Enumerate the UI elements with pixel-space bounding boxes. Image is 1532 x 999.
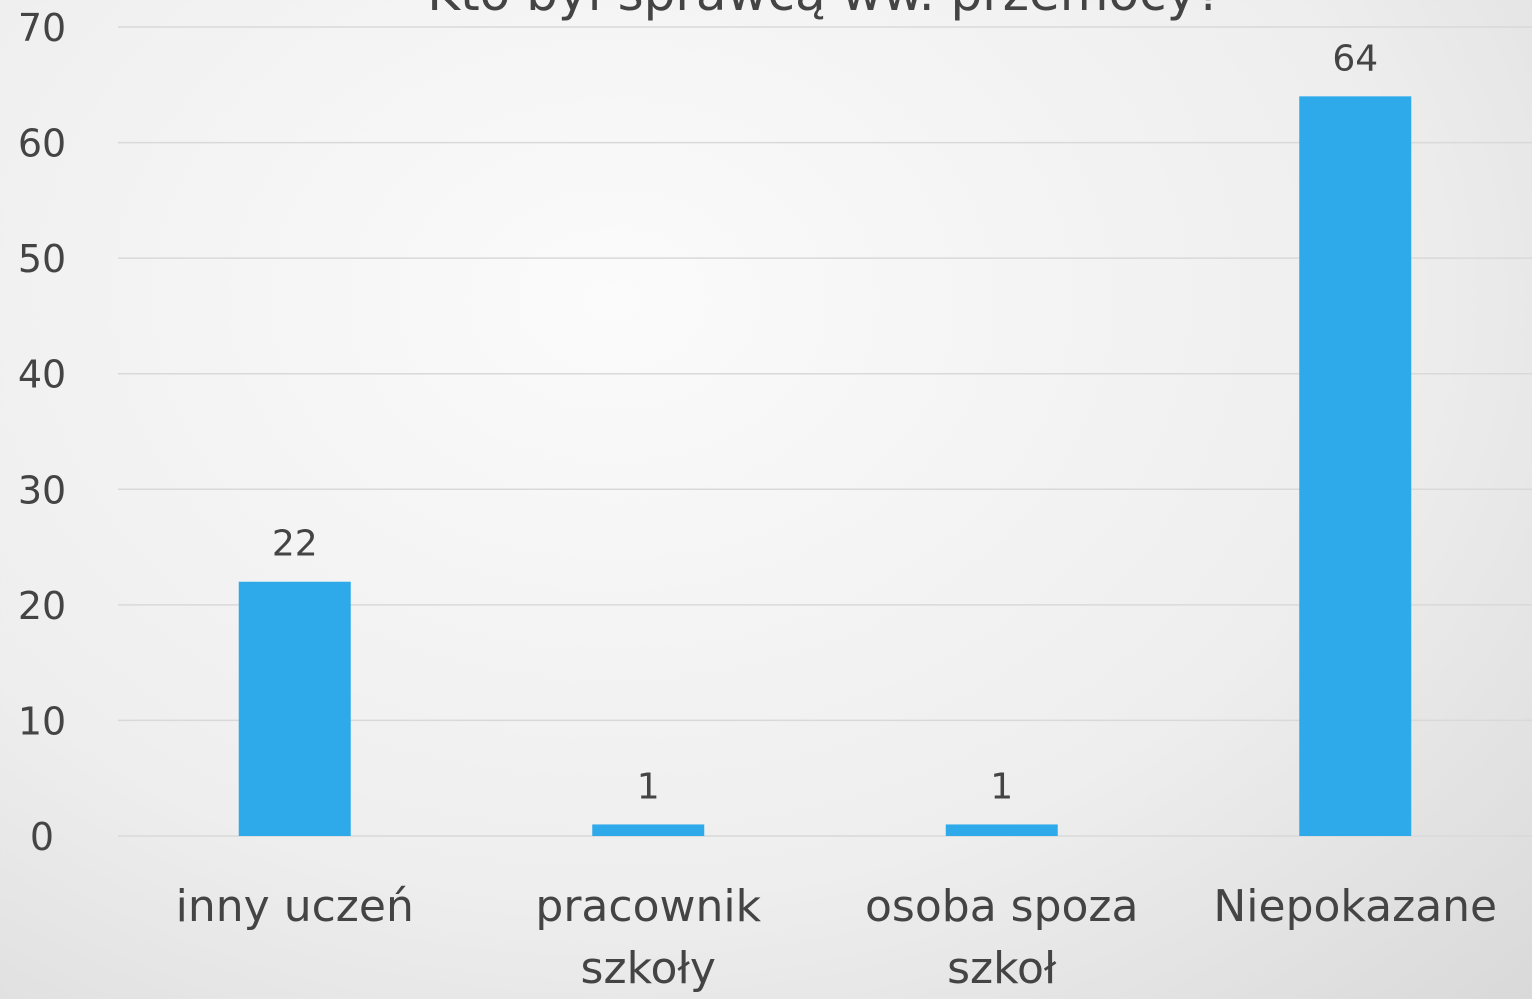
- bar: [945, 824, 1058, 836]
- bar: [592, 824, 705, 836]
- x-tick-label: pracownik szkoły: [535, 881, 762, 994]
- value-label: 64: [1332, 38, 1378, 79]
- y-tick-label: 60: [18, 122, 66, 166]
- x-tick-label: osoba spoza szkoł: [865, 881, 1139, 994]
- y-tick-label: 20: [18, 584, 66, 628]
- value-label: 1: [990, 766, 1013, 807]
- y-tick-label: 10: [18, 699, 66, 743]
- chart-title: Kto był sprawcą ww. przemocy?: [427, 0, 1222, 22]
- x-tick-label: inny uczeń: [175, 881, 414, 932]
- bar: [1299, 96, 1412, 837]
- x-tick-label: Niepokazane: [1213, 881, 1498, 932]
- bar: [238, 581, 351, 836]
- y-tick-label: 40: [18, 353, 66, 397]
- value-label: 22: [272, 524, 318, 565]
- y-tick-label: 0: [30, 815, 54, 859]
- y-tick-label: 30: [18, 468, 66, 512]
- y-tick-label: 70: [18, 6, 66, 50]
- value-label: 1: [637, 766, 660, 807]
- y-tick-label: 50: [18, 237, 66, 281]
